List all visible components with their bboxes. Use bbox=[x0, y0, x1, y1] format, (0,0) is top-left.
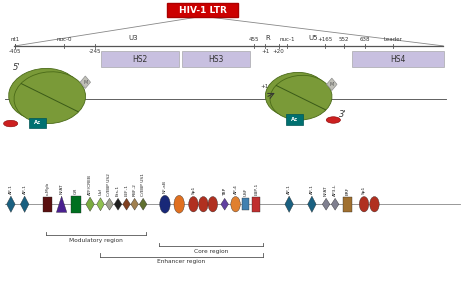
Text: +20: +20 bbox=[273, 49, 284, 54]
Ellipse shape bbox=[370, 197, 379, 212]
Text: Ac: Ac bbox=[291, 117, 299, 122]
Text: Core region: Core region bbox=[194, 249, 228, 254]
Text: 3': 3' bbox=[339, 110, 346, 119]
Text: C/EBP US2: C/EBP US2 bbox=[108, 173, 111, 196]
Text: AP3-L: AP3-L bbox=[333, 184, 337, 196]
Text: Sp1: Sp1 bbox=[362, 186, 366, 194]
Text: ERF: ERF bbox=[346, 186, 349, 195]
Polygon shape bbox=[285, 196, 293, 213]
Text: nt1: nt1 bbox=[10, 37, 20, 42]
Polygon shape bbox=[7, 196, 15, 213]
Text: Leader: Leader bbox=[384, 37, 403, 42]
Text: Ac: Ac bbox=[34, 120, 41, 126]
Text: 552: 552 bbox=[338, 37, 349, 42]
Polygon shape bbox=[327, 78, 337, 91]
Text: C/EBP US1: C/EBP US1 bbox=[141, 173, 145, 196]
Text: nuc-1: nuc-1 bbox=[279, 37, 294, 42]
FancyBboxPatch shape bbox=[352, 51, 444, 67]
Text: +1: +1 bbox=[261, 49, 270, 54]
Text: AP-1: AP-1 bbox=[9, 184, 13, 194]
Text: R: R bbox=[265, 36, 270, 41]
Text: U3: U3 bbox=[128, 36, 137, 41]
Text: Sp1: Sp1 bbox=[191, 186, 195, 194]
Ellipse shape bbox=[359, 197, 369, 212]
Text: AP-4: AP-4 bbox=[234, 184, 237, 194]
Polygon shape bbox=[56, 196, 67, 213]
Polygon shape bbox=[97, 198, 104, 211]
FancyBboxPatch shape bbox=[242, 198, 249, 210]
Ellipse shape bbox=[265, 73, 328, 117]
Text: 455: 455 bbox=[248, 37, 259, 42]
Text: Usf: Usf bbox=[99, 188, 102, 195]
FancyBboxPatch shape bbox=[182, 51, 250, 67]
Text: NF-κB: NF-κB bbox=[163, 180, 167, 193]
Polygon shape bbox=[114, 198, 122, 210]
Text: RBF-2: RBF-2 bbox=[133, 183, 137, 196]
Ellipse shape bbox=[9, 68, 80, 120]
FancyBboxPatch shape bbox=[29, 118, 46, 128]
FancyBboxPatch shape bbox=[43, 197, 52, 212]
Ellipse shape bbox=[270, 75, 332, 120]
Text: 638: 638 bbox=[360, 37, 370, 42]
Text: NFAT: NFAT bbox=[60, 183, 64, 194]
Polygon shape bbox=[331, 198, 339, 210]
Polygon shape bbox=[86, 197, 94, 211]
Polygon shape bbox=[308, 196, 316, 213]
Polygon shape bbox=[139, 198, 147, 210]
Ellipse shape bbox=[14, 72, 85, 124]
Text: +165: +165 bbox=[317, 37, 332, 42]
FancyBboxPatch shape bbox=[71, 196, 81, 213]
Text: M: M bbox=[330, 82, 334, 87]
Polygon shape bbox=[123, 198, 130, 210]
Ellipse shape bbox=[160, 195, 170, 213]
Text: Enhancer region: Enhancer region bbox=[157, 259, 205, 264]
Text: +1: +1 bbox=[260, 84, 268, 89]
FancyBboxPatch shape bbox=[343, 197, 352, 212]
Text: AP-1: AP-1 bbox=[287, 184, 291, 194]
FancyBboxPatch shape bbox=[252, 197, 261, 212]
Polygon shape bbox=[221, 198, 228, 210]
Text: U5: U5 bbox=[308, 36, 318, 41]
Ellipse shape bbox=[208, 197, 218, 212]
Polygon shape bbox=[20, 196, 29, 213]
FancyBboxPatch shape bbox=[101, 51, 179, 67]
Text: AP-1: AP-1 bbox=[310, 184, 314, 194]
Text: HS2: HS2 bbox=[132, 55, 147, 64]
Ellipse shape bbox=[231, 197, 240, 212]
Text: GR: GR bbox=[74, 187, 78, 194]
Text: NFAT: NFAT bbox=[324, 185, 328, 196]
Text: HIV-1 LTR: HIV-1 LTR bbox=[179, 6, 227, 15]
Text: AP-1: AP-1 bbox=[23, 184, 27, 194]
Ellipse shape bbox=[326, 117, 340, 123]
Ellipse shape bbox=[3, 120, 18, 127]
Text: Modulatory region: Modulatory region bbox=[69, 238, 123, 243]
Text: nuc-0: nuc-0 bbox=[56, 37, 72, 42]
Text: HS4: HS4 bbox=[391, 55, 406, 64]
Ellipse shape bbox=[174, 195, 184, 213]
Polygon shape bbox=[80, 76, 91, 89]
Ellipse shape bbox=[199, 197, 208, 212]
Polygon shape bbox=[322, 198, 330, 210]
Text: ATF/CREB: ATF/CREB bbox=[88, 174, 92, 195]
Polygon shape bbox=[131, 198, 138, 210]
Text: -245: -245 bbox=[89, 49, 101, 54]
Polygon shape bbox=[106, 198, 113, 210]
Text: Ets-1: Ets-1 bbox=[116, 185, 120, 196]
Text: M: M bbox=[83, 80, 87, 85]
Text: 5': 5' bbox=[13, 63, 21, 72]
Ellipse shape bbox=[189, 197, 198, 212]
Text: c-Myb: c-Myb bbox=[46, 182, 49, 195]
Text: USF: USF bbox=[244, 188, 247, 196]
FancyBboxPatch shape bbox=[286, 115, 303, 125]
Text: -405: -405 bbox=[9, 49, 21, 54]
Text: TBP: TBP bbox=[223, 188, 227, 196]
FancyBboxPatch shape bbox=[167, 3, 238, 17]
Text: LEF-1: LEF-1 bbox=[125, 184, 128, 196]
Text: LBP-1: LBP-1 bbox=[255, 183, 258, 195]
Text: HS3: HS3 bbox=[208, 55, 223, 64]
